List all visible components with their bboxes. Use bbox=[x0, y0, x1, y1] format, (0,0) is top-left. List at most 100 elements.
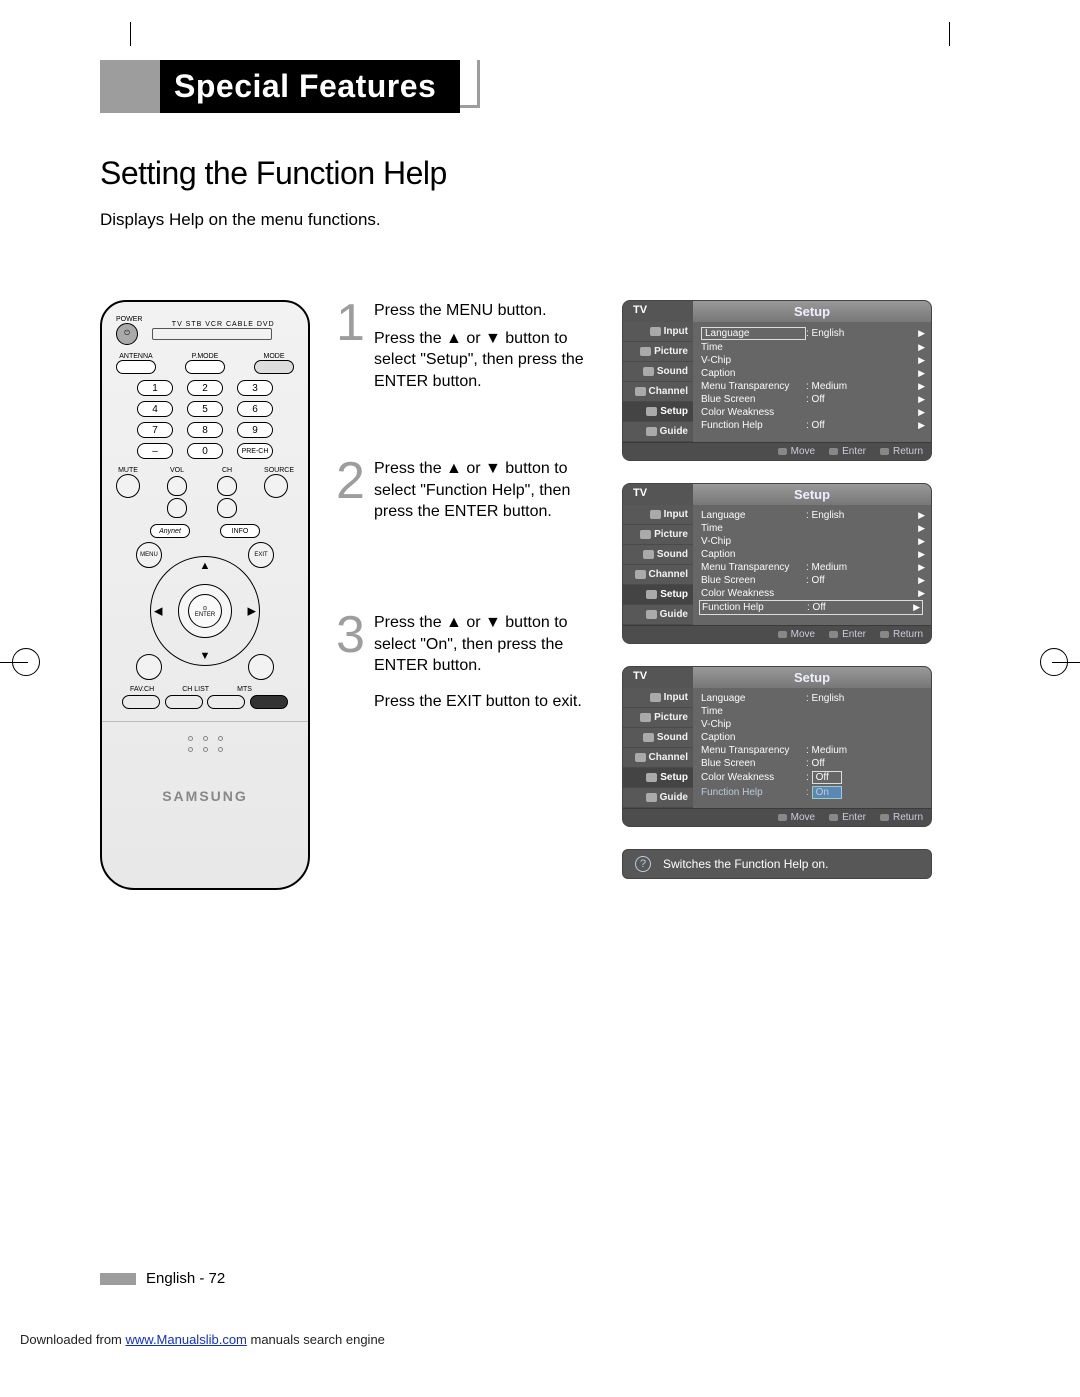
osd-item: V-Chip bbox=[701, 536, 806, 547]
down-arrow-icon[interactable]: ▼ bbox=[200, 650, 211, 662]
source-button[interactable] bbox=[264, 474, 288, 498]
num-9[interactable]: 9 bbox=[237, 422, 273, 438]
sound-icon bbox=[643, 367, 654, 376]
antenna-button[interactable] bbox=[116, 360, 156, 374]
num-6[interactable]: 6 bbox=[237, 401, 273, 417]
help-text: Switches the Function Help on. bbox=[663, 857, 828, 871]
osd-item: V-Chip bbox=[701, 355, 806, 366]
page-footer: English - 72 bbox=[100, 1270, 225, 1287]
move-hint: Move bbox=[778, 446, 815, 457]
crop-mark bbox=[949, 22, 950, 46]
yellow-button[interactable] bbox=[207, 695, 245, 709]
num-3[interactable]: 3 bbox=[237, 380, 273, 396]
return-hint: Return bbox=[880, 446, 923, 457]
corner-button[interactable] bbox=[136, 654, 162, 680]
download-pre: Downloaded from bbox=[20, 1332, 126, 1347]
setup-icon bbox=[646, 407, 657, 416]
anynet-button[interactable]: Anynet bbox=[150, 524, 190, 538]
step-number: 3 bbox=[336, 612, 366, 812]
num-1[interactable]: 1 bbox=[137, 380, 173, 396]
osd-nav: Input Picture Sound Channel Setup Guide bbox=[623, 688, 693, 808]
osd-item: Time bbox=[701, 706, 806, 717]
exit-button[interactable]: EXIT bbox=[248, 542, 274, 568]
osd-screenshot-2: TV Setup Input Picture Sound Channel Set… bbox=[622, 483, 932, 644]
picture-icon bbox=[640, 347, 651, 356]
source-label: SOURCE bbox=[264, 467, 294, 474]
chapter-tab bbox=[100, 60, 160, 113]
osd-nav-item: Picture bbox=[623, 342, 693, 362]
arrow-icon: ▶ bbox=[918, 355, 925, 366]
osd-help-bar: ? Switches the Function Help on. bbox=[622, 849, 932, 879]
osd-item: Color Weakness bbox=[701, 407, 806, 418]
mute-label: MUTE bbox=[116, 467, 140, 474]
num-4[interactable]: 4 bbox=[137, 401, 173, 417]
osd-title: Setup bbox=[693, 484, 931, 505]
osd-item: Menu Transparency bbox=[701, 745, 806, 756]
channel-icon bbox=[635, 753, 646, 762]
osd-value-highlighted: On bbox=[812, 786, 842, 799]
osd-item: Caption bbox=[701, 732, 806, 743]
red-button[interactable] bbox=[122, 695, 160, 709]
chapter-rule bbox=[460, 60, 480, 108]
input-icon bbox=[650, 327, 661, 336]
left-arrow-icon[interactable]: ◀ bbox=[154, 605, 162, 618]
osd-item: Color Weakness bbox=[701, 588, 806, 599]
download-link[interactable]: www.Manualslib.com bbox=[126, 1332, 247, 1347]
guide-icon bbox=[646, 793, 657, 802]
ch-rocker[interactable]: CH bbox=[214, 467, 240, 518]
step-number: 1 bbox=[336, 300, 366, 458]
osd-item: Time bbox=[701, 342, 806, 353]
osd-list: Language: English▶ Time▶ V-Chip▶ Caption… bbox=[693, 505, 931, 625]
osd-nav-item: Guide bbox=[623, 422, 693, 442]
step-text: Press the ▲ or ▼ button to select "Setup… bbox=[374, 328, 596, 393]
chlist-label: CH LIST bbox=[182, 686, 209, 693]
step-3: 3 Press the ▲ or ▼ button to select "On"… bbox=[336, 612, 596, 812]
num-8[interactable]: 8 bbox=[187, 422, 223, 438]
section-title: Setting the Function Help bbox=[100, 155, 980, 192]
osd-item: V-Chip bbox=[701, 719, 806, 730]
download-line: Downloaded from www.Manualslib.com manua… bbox=[20, 1332, 385, 1347]
num-2[interactable]: 2 bbox=[187, 380, 223, 396]
arrow-icon: ▶ bbox=[918, 328, 925, 339]
vol-rocker[interactable]: VOL bbox=[164, 467, 190, 518]
pmode-button[interactable] bbox=[185, 360, 225, 374]
dpad: MENU EXIT ▲ ▼ ◀ ▶ ⊙ENTER bbox=[140, 546, 270, 676]
step-1: 1 Press the MENU button. Press the ▲ or … bbox=[336, 300, 596, 458]
crop-mark bbox=[130, 22, 131, 46]
num-7[interactable]: 7 bbox=[137, 422, 173, 438]
mode-label: MODE bbox=[254, 353, 294, 360]
osd-nav-item: Sound bbox=[623, 362, 693, 382]
prech-button[interactable]: PRE-CH bbox=[237, 443, 273, 459]
setup-icon bbox=[646, 773, 657, 782]
enter-button[interactable]: ⊙ENTER bbox=[188, 594, 222, 628]
green-button[interactable] bbox=[165, 695, 203, 709]
num-5[interactable]: 5 bbox=[187, 401, 223, 417]
corner-button[interactable] bbox=[248, 654, 274, 680]
osd-footer: Move Enter Return bbox=[623, 625, 931, 643]
osd-nav-item: Input bbox=[623, 322, 693, 342]
mute-button[interactable] bbox=[116, 474, 140, 498]
mode-button[interactable] bbox=[254, 360, 294, 374]
chapter-header: Special Features bbox=[100, 60, 980, 113]
osd-item: Function Help bbox=[701, 420, 806, 431]
power-button[interactable]: ⏻ bbox=[116, 323, 138, 345]
menu-button[interactable]: MENU bbox=[136, 542, 162, 568]
blue-button[interactable] bbox=[250, 695, 288, 709]
mts-label: MTS bbox=[237, 686, 252, 693]
remote-divider bbox=[102, 721, 308, 722]
osd-item: Blue Screen bbox=[701, 575, 806, 586]
info-button[interactable]: INFO bbox=[220, 524, 260, 538]
right-arrow-icon[interactable]: ▶ bbox=[248, 605, 256, 618]
num-0[interactable]: 0 bbox=[187, 443, 223, 459]
osd-nav: Input Picture Sound Channel Setup Guide bbox=[623, 505, 693, 625]
osd-list: Language: English Time V-Chip Caption Me… bbox=[693, 688, 931, 808]
guide-icon bbox=[646, 427, 657, 436]
osd-title: Setup bbox=[693, 667, 931, 688]
num-dash[interactable]: – bbox=[137, 443, 173, 459]
ch-label: CH bbox=[222, 467, 232, 474]
osd-tv-label: TV bbox=[623, 484, 693, 505]
mode-switch[interactable] bbox=[152, 328, 272, 340]
footer-lang: English bbox=[146, 1270, 195, 1287]
input-icon bbox=[650, 693, 661, 702]
up-arrow-icon[interactable]: ▲ bbox=[200, 560, 211, 572]
